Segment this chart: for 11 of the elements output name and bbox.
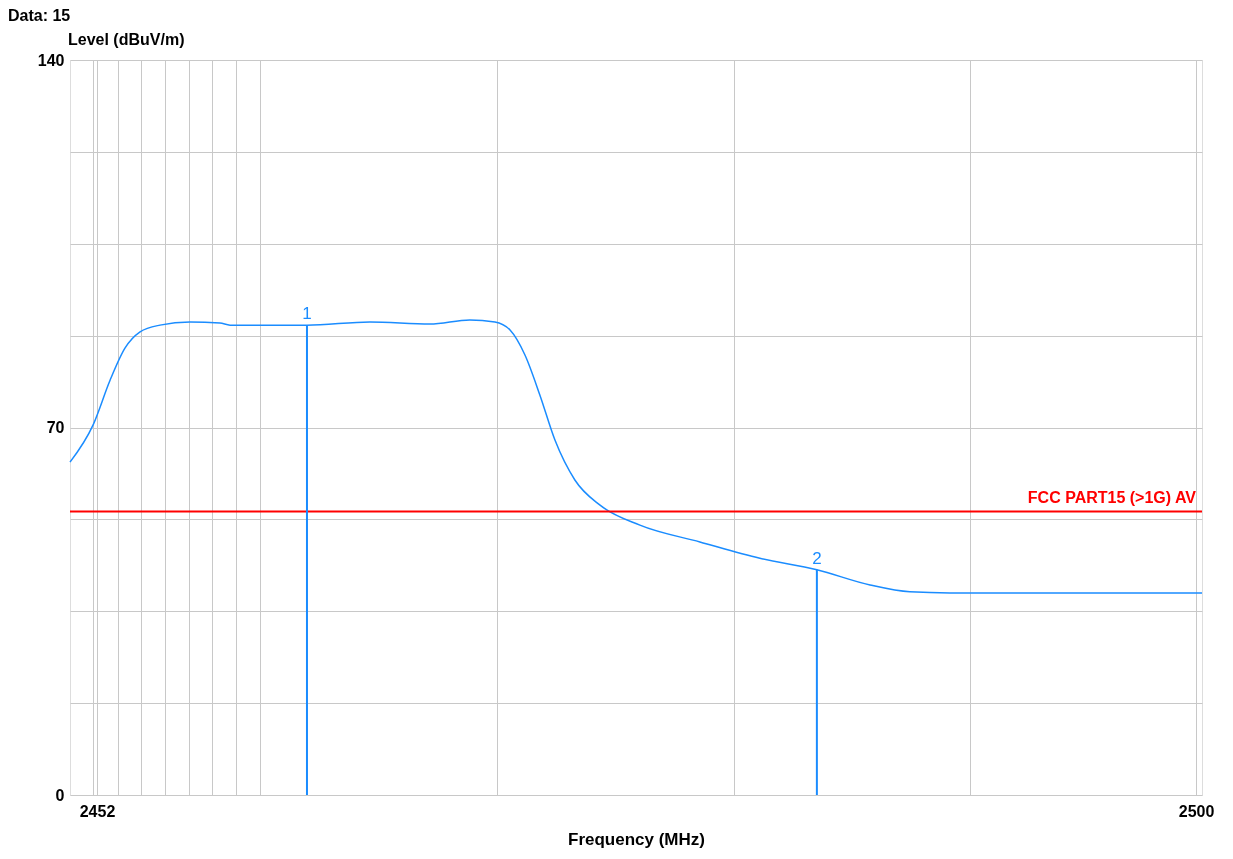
x-tick-label: 2452 <box>79 802 116 820</box>
annotation: 2 <box>812 548 822 568</box>
text: Data: 15 <box>8 7 71 24</box>
y-tick-label: 140 <box>37 51 65 69</box>
annotation: 1 <box>302 304 312 324</box>
x-axis-title: Frequency (MHz) <box>568 829 705 849</box>
y-tick-label: 70 <box>46 419 65 436</box>
y-axis-title: Level (dBuV/m) <box>68 31 185 48</box>
ref-line-label: FCC PART15 (>1G) AV <box>1027 488 1197 506</box>
x-tick-label: 2500 <box>1178 802 1215 820</box>
y-tick-label: 0 <box>55 786 65 804</box>
